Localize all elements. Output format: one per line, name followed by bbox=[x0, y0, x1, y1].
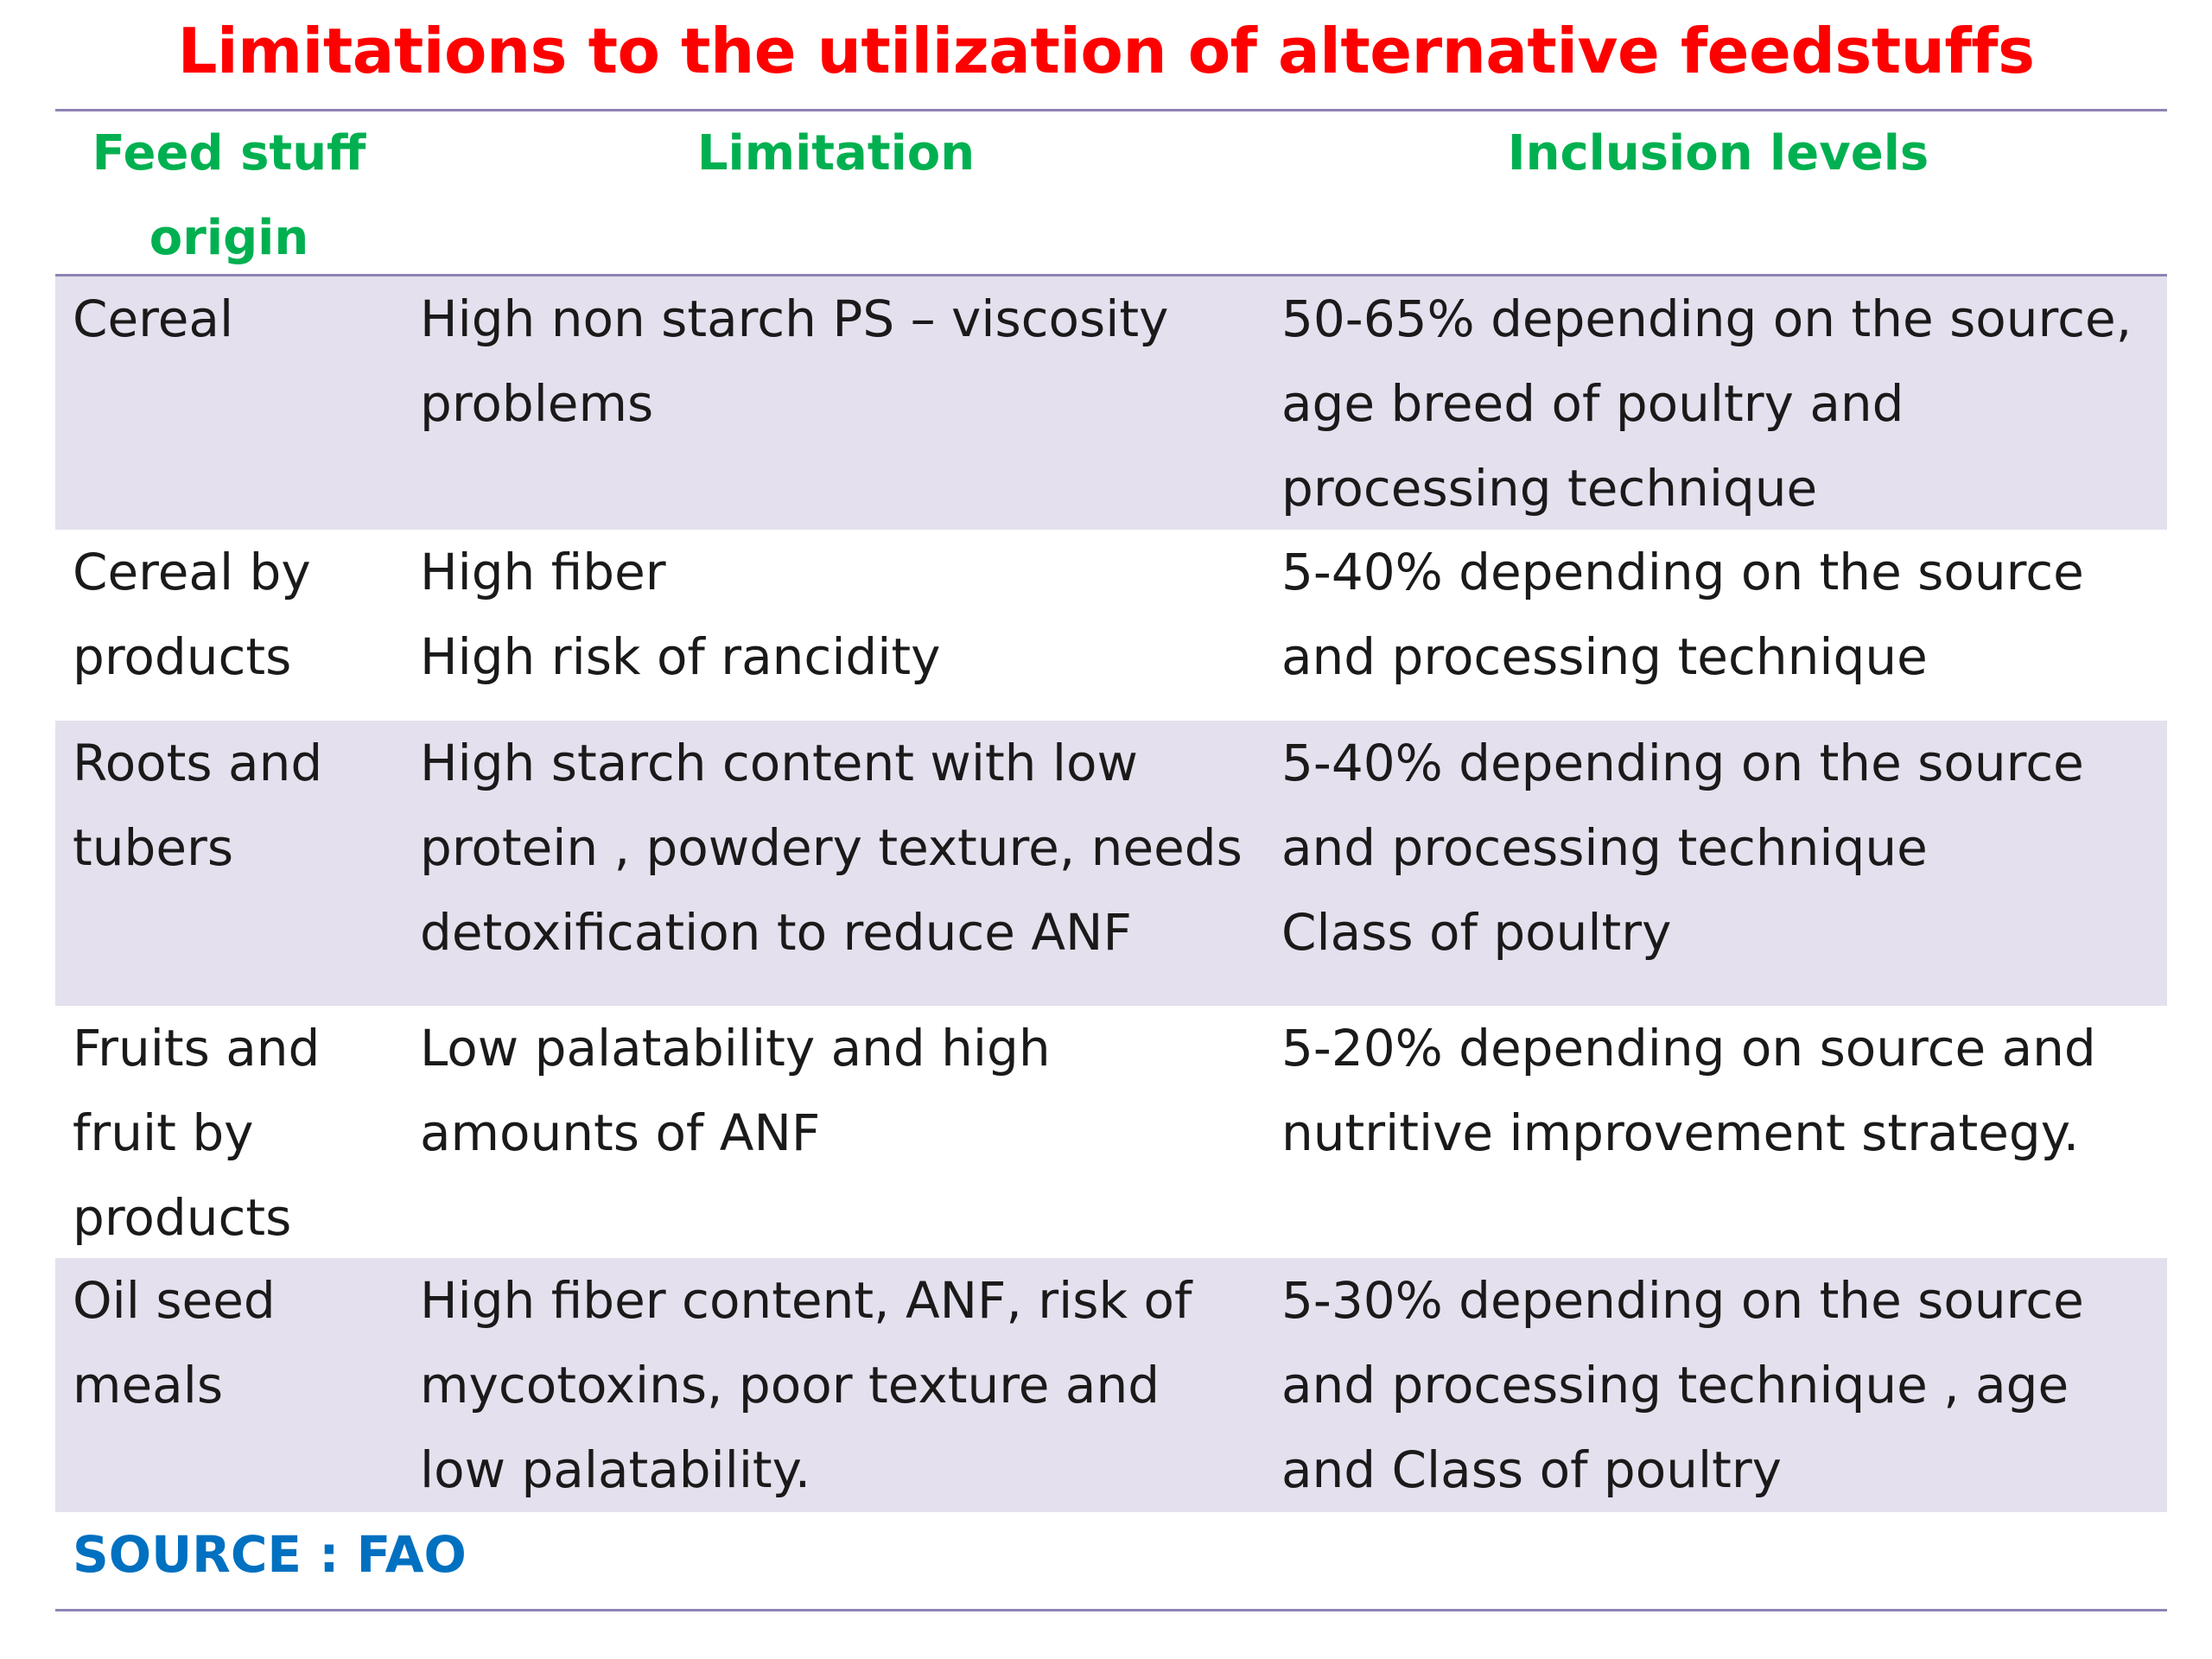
origin-cell: Cereal by products bbox=[73, 543, 311, 686]
table-row: Cereal by products High fiber High risk … bbox=[55, 530, 2167, 721]
limitation-cell: High non starch PS – viscosity problems bbox=[420, 289, 1169, 433]
slide-title: Limitations to the utilization of altern… bbox=[177, 15, 2035, 87]
inclusion-cell: 50-65% depending on the source, age bree… bbox=[1281, 289, 2133, 518]
inclusion-cell: 5-40% depending on the source and proces… bbox=[1281, 543, 2084, 686]
source-row: SOURCE : FAO bbox=[55, 1512, 2167, 1609]
table-row: Oil seed meals High fiber content, ANF, … bbox=[55, 1258, 2167, 1512]
feedstuff-table: Feed stuff origin Limitation Inclusion l… bbox=[55, 109, 2167, 1611]
origin-cell: Fruits and fruit by products bbox=[73, 1019, 321, 1247]
table-header-row: Feed stuff origin Limitation Inclusion l… bbox=[55, 111, 2167, 276]
limitation-cell: High starch content with low protein , p… bbox=[420, 734, 1243, 962]
origin-cell: Roots and tubers bbox=[73, 734, 323, 877]
header-limitation: Limitation bbox=[696, 125, 976, 181]
source-note: SOURCE : FAO bbox=[73, 1525, 467, 1584]
inclusion-cell: 5-40% depending on the source and proces… bbox=[1281, 734, 2084, 962]
inclusion-cell: 5-30% depending on the source and proces… bbox=[1281, 1271, 2084, 1499]
limitation-cell: Low palatability and high amounts of ANF bbox=[420, 1019, 1051, 1162]
limitation-cell: High fiber content, ANF, risk of mycotox… bbox=[420, 1271, 1192, 1499]
header-inclusion-levels: Inclusion levels bbox=[1507, 125, 1929, 181]
table-row: Cereal High non starch PS – viscosity pr… bbox=[55, 276, 2167, 530]
origin-cell: Oil seed meals bbox=[73, 1271, 276, 1414]
inclusion-cell: 5-20% depending on source and nutritive … bbox=[1281, 1019, 2096, 1162]
table-row: Fruits and fruit by products Low palatab… bbox=[55, 1006, 2167, 1258]
origin-cell: Cereal bbox=[73, 289, 234, 348]
header-feed-stuff-origin: Feed stuff origin bbox=[92, 125, 366, 266]
limitation-cell: High fiber High risk of rancidity bbox=[420, 543, 941, 686]
table-row: Roots and tubers High starch content wit… bbox=[55, 721, 2167, 1006]
